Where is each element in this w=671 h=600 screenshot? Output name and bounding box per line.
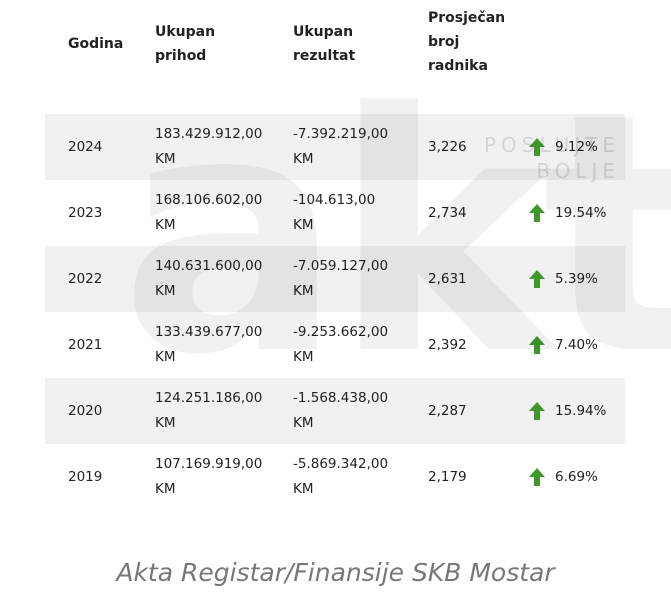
up-arrow [529,138,545,156]
up-arrow [529,270,545,288]
table-row [45,114,625,180]
header-revenue: Ukupan prihod [155,24,216,64]
arrow-shape [529,336,545,354]
revenue-cell: 140.631.600,00 KM [155,258,263,299]
year-cell: 2023 [68,205,103,221]
change-cell: 19.54% [555,205,607,221]
up-arrow [529,468,545,486]
header-result: Ukupan rezultat [293,24,356,64]
workers-cell: 2,734 [428,205,467,221]
up-arrow [529,402,545,420]
header-workers: Prosječan broj radnika [428,10,506,74]
result-cell: -5.869.342,00 KM [293,456,389,497]
result-cell: -1.568.438,00 KM [293,390,389,431]
result-cell: -7.392.219,00 KM [293,126,389,167]
result-cell: -104.613,00 KM [293,192,376,233]
workers-cell: 2,392 [428,337,467,353]
arrow-icon [529,468,545,486]
year-cell: 2020 [68,403,103,419]
workers-cell: 3,226 [428,139,467,155]
revenue-cell: 107.169.919,00 KM [155,456,263,497]
arrow-icon [529,138,545,156]
arrow-icon [529,336,545,354]
workers-cell: 2,631 [428,271,467,287]
change-cell: 5.39% [555,271,598,287]
caption: Akta Registar/Finansije SKB Mostar [116,558,555,587]
revenue-cell: 124.251.186,00 KM [155,390,263,431]
up-arrow [529,204,545,222]
arrow-shape [529,204,545,222]
revenue-cell: 133.439.677,00 KM [155,324,263,365]
change-cell: 15.94% [555,403,607,419]
year-cell: 2021 [68,337,103,353]
watermark-logo: akta [120,43,671,427]
arrow-icon [529,204,545,222]
year-cell: 2022 [68,271,103,287]
arrow-icon [529,402,545,420]
arrow-shape [529,402,545,420]
change-cell: 7.40% [555,337,598,353]
arrow-shape [529,138,545,156]
arrow-shape [529,270,545,288]
year-cell: 2024 [68,139,103,155]
up-arrow [529,336,545,354]
change-cell: 6.69% [555,469,598,485]
arrow-shape [529,468,545,486]
year-cell: 2019 [68,469,103,485]
workers-cell: 2,179 [428,469,467,485]
change-cell: 9.12% [555,139,598,155]
arrow-icon [529,270,545,288]
result-cell: -7.059.127,00 KM [293,258,389,299]
result-cell: -9.253.662,00 KM [293,324,389,365]
table-row [45,246,625,312]
table-row [45,378,625,444]
revenue-cell: 183.429.912,00 KM [155,126,263,167]
workers-cell: 2,287 [428,403,467,419]
header-year: Godina [68,36,124,52]
watermark-slogan: POSLUJTE BOLJE [483,133,620,183]
revenue-cell: 168.106.602,00 KM [155,192,263,233]
